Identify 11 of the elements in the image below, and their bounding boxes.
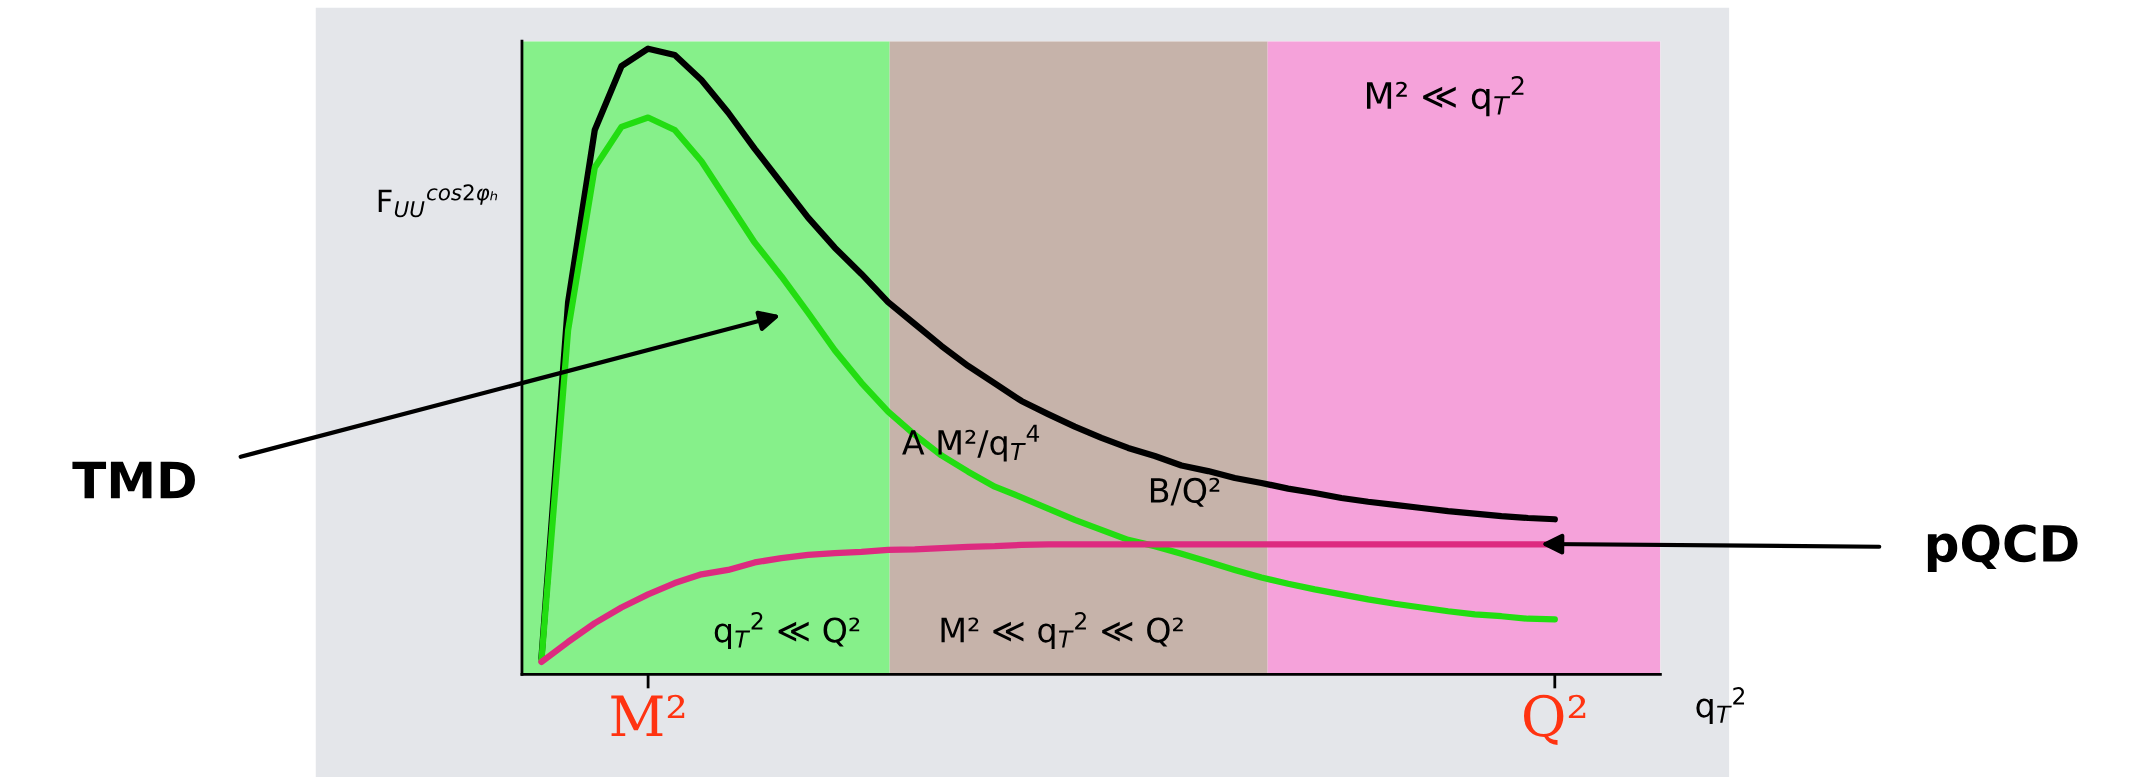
x-tick-label: M² (611, 694, 685, 737)
annotation: B/Q² (1150, 477, 1220, 507)
annotation: M² ≪ q$_{T}$$^{2}$ ≪ Q² (941, 612, 1183, 650)
annotation: M² ≪ q$_{T}$$^{2}$ (1366, 76, 1524, 117)
x-tick-label: Q² (1524, 694, 1586, 745)
annotation: q$_{T}$$^{2}$ ≪ Q² (714, 612, 860, 650)
annotation: A M²/q$_{T}$$^{4}$ (902, 424, 1040, 462)
y-axis-title: F$_{UU}$$^{cos2φₕ}$ (378, 184, 498, 218)
text: pQCD (1927, 524, 2078, 572)
text: TMD (72, 461, 195, 499)
x-axis-title: q$_{T}$$^{2}$ (1696, 687, 1745, 725)
